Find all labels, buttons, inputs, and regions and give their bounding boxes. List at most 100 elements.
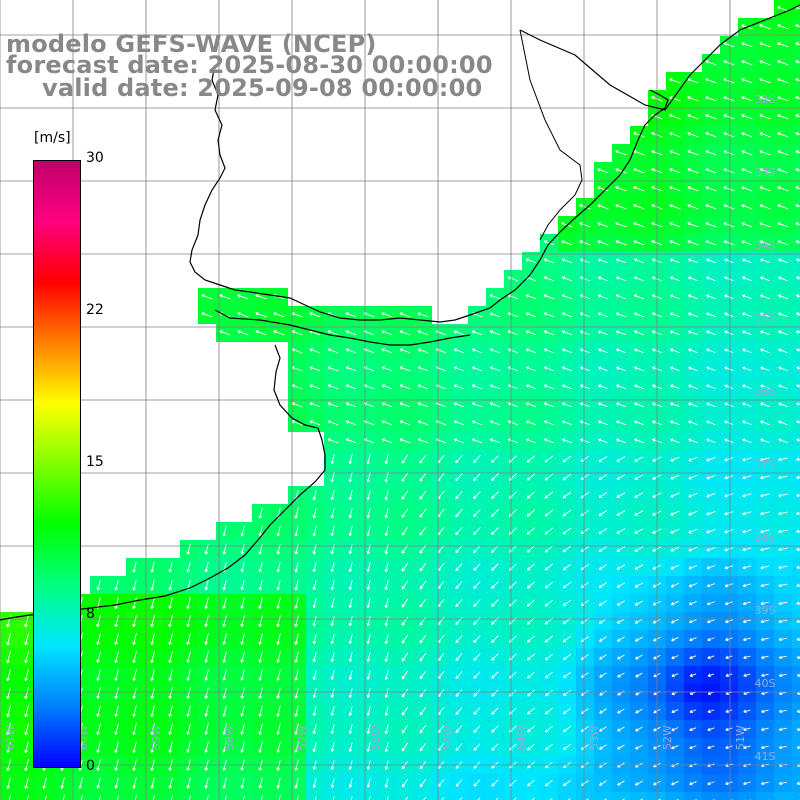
wind-arrow (580, 384, 590, 390)
wind-arrow (616, 294, 626, 300)
wind-arrow (633, 150, 645, 156)
wind-arrow-head (706, 458, 709, 461)
wind-arrow (472, 402, 482, 408)
wind-arrow (455, 779, 463, 787)
wind-arrow (385, 525, 389, 537)
wind-arrow-head (240, 767, 243, 771)
wind-arrow (455, 617, 463, 625)
colorbar-unit: [m/s] (34, 130, 71, 146)
wind-arrow (779, 709, 787, 713)
coastline-river-plate (214, 309, 471, 346)
wind-cell (792, 324, 800, 342)
wind-arrow (759, 132, 771, 138)
wind-arrow (401, 598, 409, 608)
wind-arrow (25, 722, 29, 736)
wind-arrow (241, 777, 245, 789)
wind-arrow (507, 276, 519, 282)
wind-arrow (237, 312, 249, 318)
wind-arrow (579, 222, 591, 228)
wind-arrow (741, 204, 753, 210)
wind-arrow (419, 472, 427, 482)
wind-arrow-head (455, 639, 457, 643)
wind-arrow (417, 312, 429, 318)
wind-arrow-head (509, 747, 511, 751)
wind-arrow (598, 420, 608, 426)
wind-arrow (151, 669, 155, 681)
wind-arrow (277, 669, 281, 681)
wind-arrow (742, 529, 752, 533)
wind-arrow (419, 724, 427, 734)
wind-cell (144, 792, 162, 800)
wind-arrow (562, 330, 572, 336)
wind-arrow-head (348, 460, 351, 465)
wind-arrow-head (706, 476, 710, 479)
wind-arrow (759, 240, 771, 246)
wind-arrow-head (580, 584, 583, 588)
wind-arrow (688, 384, 698, 390)
wind-arrow-head (653, 746, 656, 749)
wind-arrow (385, 615, 389, 627)
wind-arrow (616, 276, 626, 282)
wind-arrow (598, 546, 608, 552)
wind-arrow (796, 258, 800, 262)
wind-arrow (706, 583, 716, 587)
wind-arrow (544, 420, 554, 426)
colorbar-gradient (34, 161, 80, 767)
wind-arrow (705, 60, 717, 66)
wind-arrow (133, 669, 137, 681)
wind-arrow (455, 581, 463, 589)
wind-arrow (277, 777, 281, 789)
wind-arrow-head (330, 533, 333, 537)
wind-arrow (777, 204, 789, 210)
wind-arrow (563, 653, 571, 661)
wind-arrow (473, 599, 481, 607)
wind-arrow (796, 530, 800, 533)
wind-arrow-head (653, 691, 656, 695)
wind-arrow-head (240, 731, 243, 735)
wind-arrow-head (634, 530, 637, 534)
wind-arrow (562, 402, 572, 408)
wind-arrow-head (240, 568, 243, 573)
wind-arrow-head (563, 692, 566, 696)
wind-arrow (349, 471, 353, 483)
wind-arrow (273, 330, 285, 336)
wind-arrow (723, 222, 735, 228)
wind-arrow (689, 781, 697, 785)
wind-arrow-head (545, 782, 548, 786)
wind-arrow (295, 525, 299, 537)
wind-arrow-head (634, 512, 637, 516)
wind-arrow (597, 168, 609, 174)
wind-arrow (187, 741, 191, 753)
wind-arrow (669, 186, 681, 192)
wind-arrow (399, 348, 411, 354)
wind-arrow (617, 726, 625, 732)
wind-arrow (562, 563, 572, 571)
wind-arrow-head (778, 511, 782, 515)
wind-arrow-head (276, 785, 279, 789)
wind-arrow-head (348, 604, 351, 608)
wind-arrow-head (294, 551, 297, 555)
wind-arrow-head (42, 767, 44, 771)
wind-arrow-head (491, 747, 493, 751)
wind-arrow-head (114, 713, 116, 717)
wind-arrow-head (635, 728, 638, 732)
wind-arrow (688, 366, 698, 372)
wind-arrow-head (384, 694, 387, 698)
wind-arrow-head (706, 547, 710, 551)
wind-arrow-head (276, 677, 279, 681)
wind-arrow (688, 528, 698, 534)
wind-arrow (724, 330, 734, 336)
wind-arrow (796, 294, 800, 298)
wind-arrow-head (330, 496, 333, 501)
wind-arrow (669, 204, 681, 210)
wind-arrow (381, 312, 393, 318)
wind-arrow (115, 687, 119, 699)
wind-arrow (706, 510, 716, 516)
wind-arrow (509, 527, 517, 535)
wind-cell (792, 288, 800, 306)
wind-arrow (295, 579, 299, 591)
wind-arrow (43, 777, 47, 789)
wind-arrow (259, 525, 263, 537)
wind-arrow (169, 579, 173, 591)
wind-arrow (761, 709, 769, 713)
